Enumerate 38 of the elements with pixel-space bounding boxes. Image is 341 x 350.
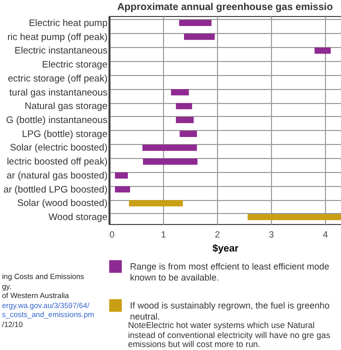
bar <box>176 116 194 124</box>
y-tick-label: Electric heat pump <box>28 18 108 29</box>
bar <box>128 200 183 206</box>
text: NoteElectric hot water systems which use Natural instead of conventional electricity will have no gre gas emissions but will cost more to run. <box>128 320 332 350</box>
legend-label: Range is from most effcient to least efficient mode known to be available. <box>130 262 330 282</box>
x-tick-label: 0 <box>110 230 115 240</box>
y-tick-label: Solar (electric boosted) <box>10 142 108 154</box>
legend-label: If wood is sustainably regrown, the fuel is greenho neutral. <box>130 300 330 322</box>
bar <box>248 214 341 220</box>
bar <box>184 34 215 40</box>
y-tick-label: tural gas instantaneous <box>9 87 108 98</box>
y-tick-label: ar (bottled LPG boosted) <box>3 184 108 196</box>
x-tick-label: 4 <box>322 230 328 240</box>
bar <box>314 48 331 54</box>
y-tick-label: lectric boosted off peak) <box>6 156 108 168</box>
y-tick-label: ric heat pump (off peak) <box>7 32 108 43</box>
y-tick-label: G (bottle) instantaneous <box>6 115 108 126</box>
x-tick-label: 2 <box>214 230 220 240</box>
bar <box>171 89 189 96</box>
y-tick-label: ectric storage (off peak) <box>8 73 108 84</box>
bar <box>176 103 192 110</box>
y-tick-label: Electric instantaneous <box>14 46 108 57</box>
x-tick-label: 3 <box>268 230 274 240</box>
bar <box>180 130 197 137</box>
chart-title: Approximate annual greenhouse gas emissio <box>117 2 333 13</box>
y-tick-label: Electric storage <box>42 60 108 71</box>
bar <box>179 20 212 26</box>
y-tick-label: ar (natural gas boosted) <box>6 170 108 182</box>
bar <box>114 172 128 179</box>
y-tick-label: Natural gas storage <box>24 101 108 112</box>
x-axis-title: $year <box>212 244 239 254</box>
bar <box>142 158 198 165</box>
bar <box>114 186 130 192</box>
y-tick-label: Solar (wood boosted) <box>17 198 108 210</box>
y-tick-label: Wood storage <box>48 212 108 224</box>
bar <box>142 144 197 151</box>
x-tick-label: 1 <box>160 230 166 240</box>
y-tick-label: LPG (bottle) storage <box>22 128 108 140</box>
